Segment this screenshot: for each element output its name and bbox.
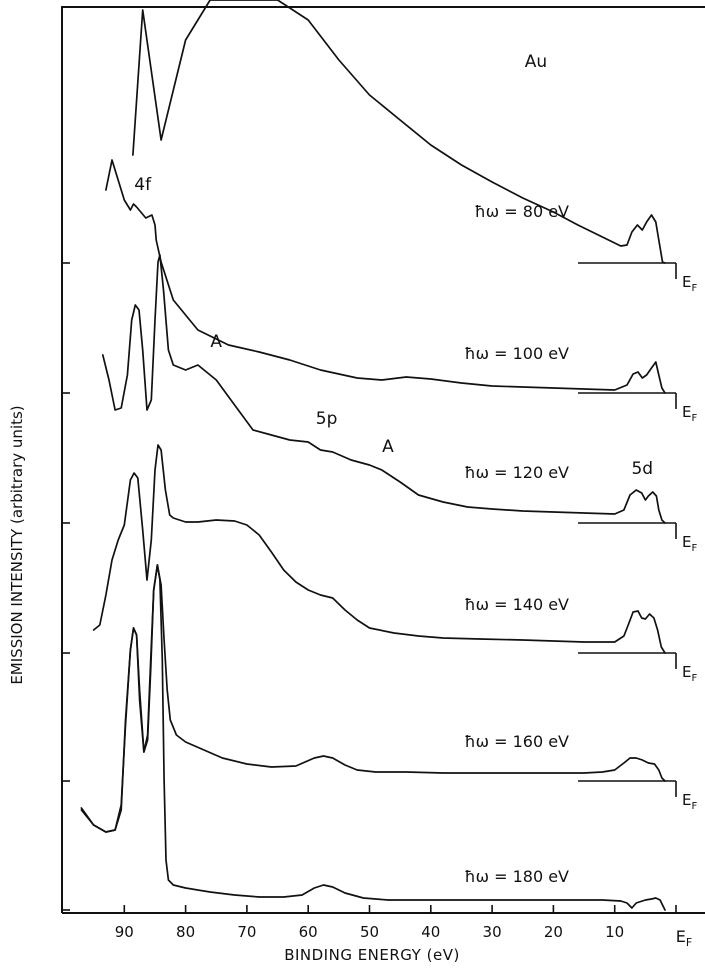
x-tick-label: 40	[421, 923, 440, 941]
y-axis-label: EMISSION INTENSITY (arbitrary units)	[8, 405, 26, 684]
ef-label-sub: F	[691, 413, 697, 424]
spectrum-line	[101, 254, 666, 524]
series-label: ħω = 140 eV	[464, 595, 569, 614]
ef-label: EF	[682, 791, 697, 812]
x-tick-label: 30	[483, 923, 502, 941]
ef-label-sub: F	[691, 673, 697, 684]
x-tick-label: 60	[299, 923, 318, 941]
left-axis-ticks	[62, 262, 70, 911]
spectra	[80, 0, 666, 911]
series-labels: ħω = 80 eV ħω = 100 eV ħω = 120 eV ħω = 140…	[464, 202, 569, 886]
x-tick-label-ef: EF	[676, 927, 692, 949]
spectrum-line	[80, 564, 666, 833]
x-tick-label: 20	[544, 923, 563, 941]
peak-annotation: A	[382, 437, 394, 457]
spectrum-line	[132, 0, 666, 264]
x-tick-label: 10	[605, 923, 624, 941]
ef-label: EF	[682, 403, 697, 424]
spectrum-line	[80, 564, 666, 911]
spectrum-line	[105, 159, 666, 394]
peak-annotation: 5d	[631, 459, 653, 479]
x-tick-label: 90	[115, 923, 134, 941]
x-tick-label: 50	[360, 923, 379, 941]
ef-label: EF	[682, 273, 697, 294]
ef-label: EF	[682, 533, 697, 554]
peak-annotation: 5p	[316, 409, 338, 429]
spectrum-line	[92, 444, 666, 654]
annotations: 4f A 5p A 5d	[134, 175, 653, 479]
plot-frame	[61, 6, 705, 914]
x-axis-ticks: 90 80 70 60 50 40 30 20 10 EF	[115, 905, 692, 949]
peak-annotation: A	[210, 332, 222, 352]
ef-label-sub: F	[691, 801, 697, 812]
x-axis-label: BINDING ENERGY (eV)	[284, 946, 460, 964]
series-label: ħω = 80 eV	[475, 202, 569, 221]
fermi-level-markers: EF EF EF EF EF	[578, 262, 697, 812]
chart-title: Au	[525, 52, 547, 72]
x-tick-label: 80	[176, 923, 195, 941]
series-label: ħω = 120 eV	[464, 463, 569, 482]
ef-label-sub: F	[691, 283, 697, 294]
series-label: ħω = 160 eV	[464, 732, 569, 751]
peak-annotation: 4f	[134, 175, 152, 195]
x-tick-label-ef-sub: F	[686, 936, 692, 949]
series-label: ħω = 100 eV	[464, 344, 569, 363]
series-label: ħω = 180 eV	[464, 867, 569, 886]
ef-label-sub: F	[691, 543, 697, 554]
ef-label: EF	[682, 663, 697, 684]
x-tick-label: 70	[237, 923, 256, 941]
